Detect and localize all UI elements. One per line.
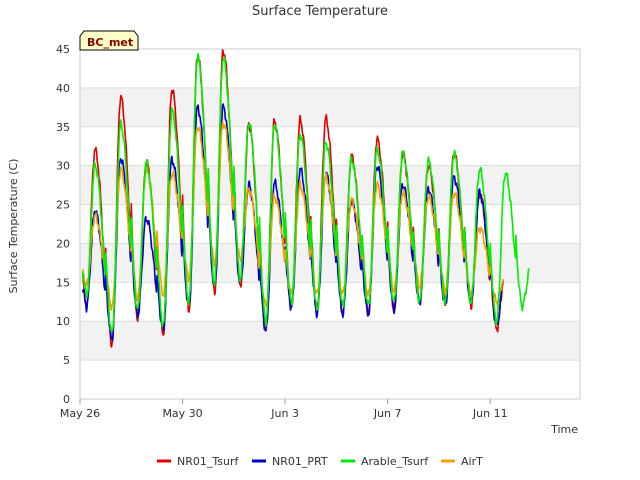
x-tick-label: Jun 7 <box>373 407 402 420</box>
x-tick-label: May 30 <box>162 407 202 420</box>
y-tick-label: 45 <box>56 43 70 56</box>
y-tick-label: 40 <box>56 82 70 95</box>
x-tick-label: May 26 <box>60 407 100 420</box>
y-tick-label: 0 <box>63 393 70 406</box>
grid-band <box>80 282 580 322</box>
x-axis-label: Time <box>550 423 578 436</box>
legend-label: NR01_Tsurf <box>177 455 239 468</box>
legend-label: Arable_Tsurf <box>361 455 429 468</box>
y-tick-label: 25 <box>56 199 70 212</box>
x-axis-ticks: May 26 May 30 Jun 3 Jun 7 Jun 11 <box>60 399 508 420</box>
badge-box <box>79 30 139 51</box>
grid-band <box>80 204 580 244</box>
x-tick-label: Jun 3 <box>270 407 299 420</box>
x-tick-label: Jun 11 <box>472 407 508 420</box>
y-tick-label: 10 <box>56 315 70 328</box>
series-line <box>81 52 530 332</box>
legend: NR01_Tsurf NR01_PRT Arable_Tsurf AirT <box>157 455 483 468</box>
y-tick-label: 30 <box>56 160 70 173</box>
y-tick-label: 5 <box>63 354 70 367</box>
y-axis-label: Surface Temperature (C) <box>7 159 20 294</box>
badge: BC_met <box>79 30 139 51</box>
grid-band <box>80 243 580 283</box>
y-tick-label: 20 <box>56 237 70 250</box>
chart-title: Surface Temperature <box>252 4 388 19</box>
y-tick-label: 35 <box>56 121 70 134</box>
series-lines <box>81 49 530 348</box>
grid-band <box>80 87 580 127</box>
legend-label: NR01_PRT <box>272 455 328 468</box>
legend-label: AirT <box>461 455 483 468</box>
y-tick-label: 15 <box>56 276 70 289</box>
y-axis-ticks: 0 5 10 15 20 25 30 35 40 45 <box>56 43 70 406</box>
grid-band <box>80 360 580 399</box>
badge-label: BC_met <box>87 36 133 49</box>
plot-area-border <box>79 48 581 400</box>
grid-band <box>80 321 580 361</box>
grid-bands <box>80 48 580 400</box>
grid-band <box>80 49 580 88</box>
